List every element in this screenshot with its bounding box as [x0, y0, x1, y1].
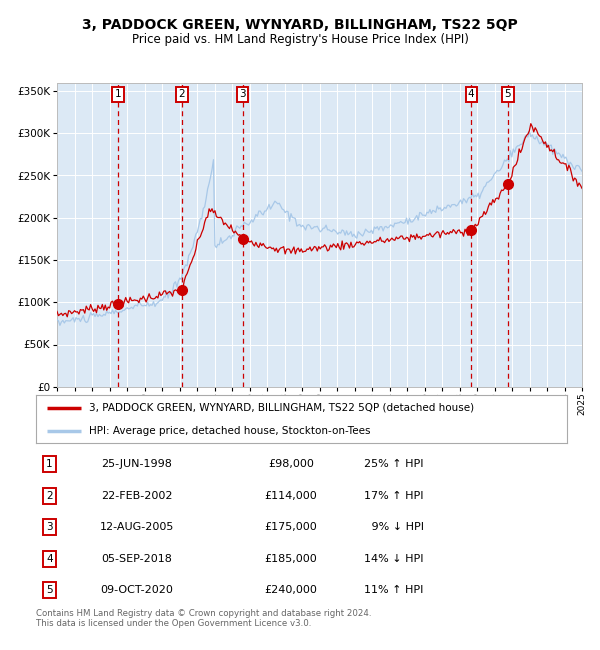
Text: HPI: Average price, detached house, Stockton-on-Tees: HPI: Average price, detached house, Stoc… [89, 426, 371, 436]
Text: 1: 1 [46, 460, 53, 469]
Text: £175,000: £175,000 [265, 522, 317, 532]
Text: 4: 4 [468, 89, 475, 99]
Text: £98,000: £98,000 [268, 460, 314, 469]
Text: 22-FEB-2002: 22-FEB-2002 [101, 491, 173, 500]
Text: 3, PADDOCK GREEN, WYNYARD, BILLINGHAM, TS22 5QP: 3, PADDOCK GREEN, WYNYARD, BILLINGHAM, T… [82, 18, 518, 32]
Text: £114,000: £114,000 [265, 491, 317, 500]
Text: 25-JUN-1998: 25-JUN-1998 [101, 460, 172, 469]
Text: 3, PADDOCK GREEN, WYNYARD, BILLINGHAM, TS22 5QP (detached house): 3, PADDOCK GREEN, WYNYARD, BILLINGHAM, T… [89, 403, 474, 413]
Text: 12-AUG-2005: 12-AUG-2005 [100, 522, 174, 532]
Text: £240,000: £240,000 [265, 585, 317, 595]
Text: 05-SEP-2018: 05-SEP-2018 [101, 554, 172, 564]
Text: 09-OCT-2020: 09-OCT-2020 [100, 585, 173, 595]
Text: 3: 3 [46, 522, 53, 532]
Text: 5: 5 [505, 89, 511, 99]
Text: Price paid vs. HM Land Registry's House Price Index (HPI): Price paid vs. HM Land Registry's House … [131, 32, 469, 46]
Text: 5: 5 [46, 585, 53, 595]
Text: 11% ↑ HPI: 11% ↑ HPI [364, 585, 424, 595]
Text: £185,000: £185,000 [265, 554, 317, 564]
Text: 4: 4 [46, 554, 53, 564]
Text: 2: 2 [179, 89, 185, 99]
Text: 17% ↑ HPI: 17% ↑ HPI [364, 491, 424, 500]
Text: 9% ↓ HPI: 9% ↓ HPI [368, 522, 424, 532]
Text: 2: 2 [46, 491, 53, 500]
Text: 1: 1 [115, 89, 121, 99]
Text: 14% ↓ HPI: 14% ↓ HPI [364, 554, 424, 564]
Text: 25% ↑ HPI: 25% ↑ HPI [364, 460, 424, 469]
Text: 3: 3 [239, 89, 246, 99]
Text: Contains HM Land Registry data © Crown copyright and database right 2024.
This d: Contains HM Land Registry data © Crown c… [36, 609, 371, 629]
